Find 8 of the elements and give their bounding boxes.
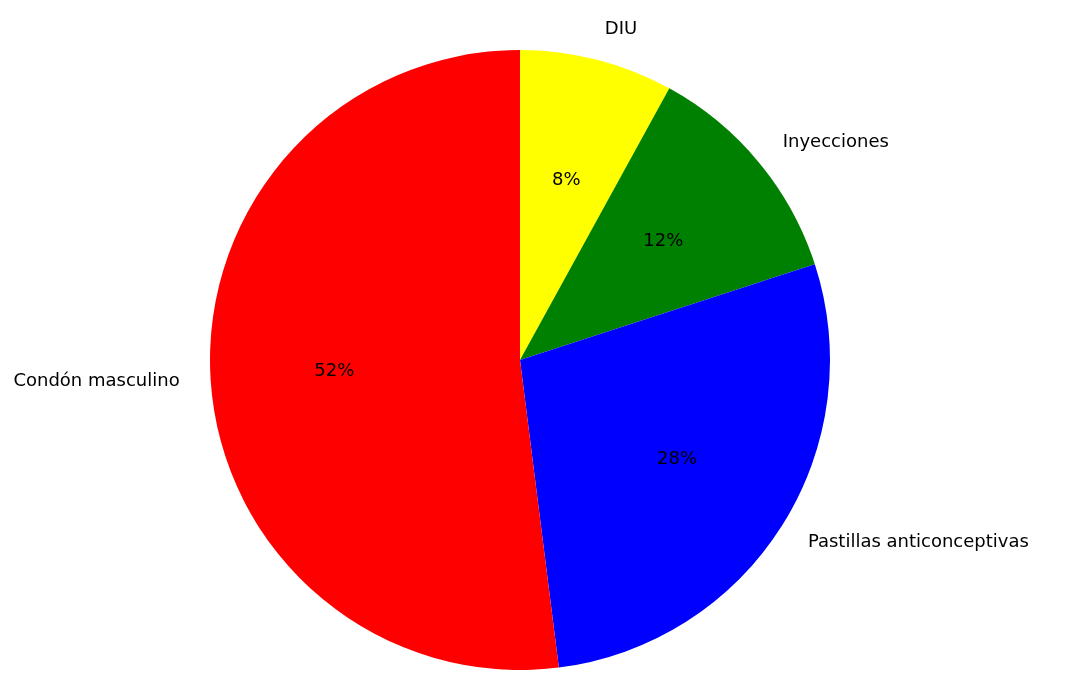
slice-label: Condón masculino <box>13 369 180 391</box>
data-label: 8% <box>551 167 581 189</box>
slice-label: DIU <box>604 17 638 39</box>
data-label: 12% <box>643 229 684 251</box>
slice-label: Inyecciones <box>782 130 889 152</box>
data-label: 28% <box>657 447 698 469</box>
slice-label: Pastillas anticonceptivas <box>807 530 1029 552</box>
data-label: 52% <box>314 359 355 381</box>
